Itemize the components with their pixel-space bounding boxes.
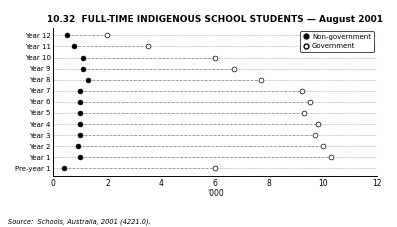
Legend: Non-government, Government: Non-government, Government <box>300 31 374 52</box>
Point <box>231 67 237 70</box>
Point <box>328 155 335 159</box>
Point <box>145 44 151 48</box>
Point <box>104 34 110 37</box>
Point <box>64 34 70 37</box>
Point <box>80 67 86 70</box>
Point <box>77 111 83 115</box>
Text: Source:  Schools, Australia, 2001 (4221.0).: Source: Schools, Australia, 2001 (4221.0… <box>8 218 151 225</box>
Point <box>212 56 218 59</box>
Point <box>299 89 305 93</box>
Point <box>85 78 92 81</box>
Title: 10.32  FULL-TIME INDIGENOUS SCHOOL STUDENTS — August 2001: 10.32 FULL-TIME INDIGENOUS SCHOOL STUDEN… <box>47 15 384 24</box>
Point <box>70 44 77 48</box>
Point <box>315 122 321 126</box>
Point <box>306 100 313 104</box>
Point <box>77 100 83 104</box>
Point <box>301 111 308 115</box>
X-axis label: '000: '000 <box>207 189 224 198</box>
Point <box>212 167 218 170</box>
Point <box>80 56 86 59</box>
Point <box>77 89 83 93</box>
Point <box>77 155 83 159</box>
Point <box>77 133 83 137</box>
Point <box>320 144 326 148</box>
Point <box>312 133 318 137</box>
Point <box>75 144 81 148</box>
Point <box>61 167 67 170</box>
Point <box>258 78 264 81</box>
Point <box>77 122 83 126</box>
